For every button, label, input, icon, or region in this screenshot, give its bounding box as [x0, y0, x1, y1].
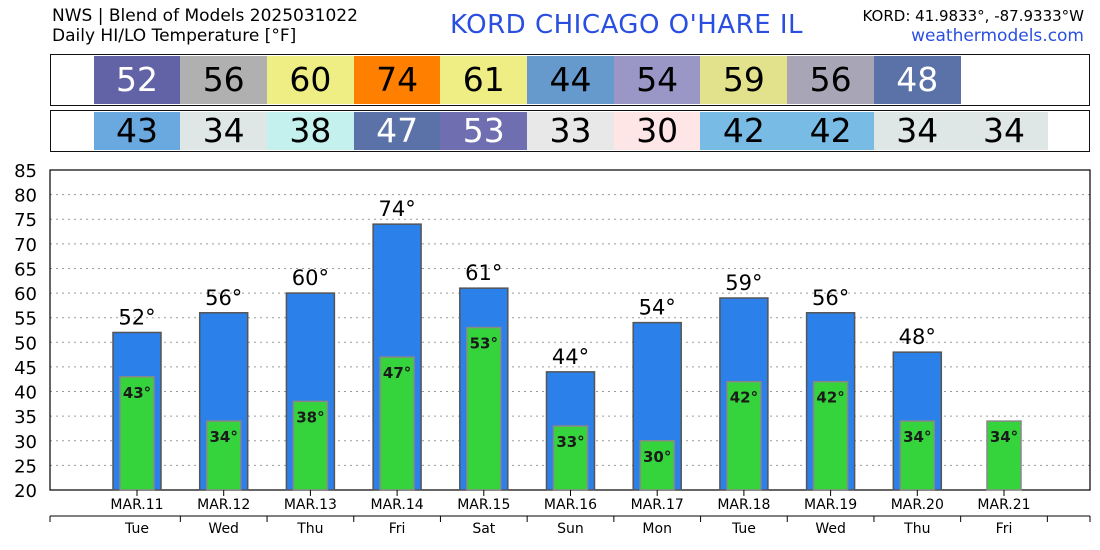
- x-weekday-label: Sun: [557, 521, 584, 537]
- hi-strip-cell-10: 48: [873, 56, 961, 104]
- chart-title-variable: Daily HI/LO Temperature [°F]: [52, 26, 297, 46]
- lo-bar: [292, 400, 329, 491]
- lo-data-label: 30°: [643, 448, 671, 466]
- lo-strip-cell-10: 34: [873, 112, 961, 150]
- site-link[interactable]: weathermodels.com: [911, 26, 1084, 46]
- hi-strip-cell-4: 74: [353, 56, 441, 104]
- lo-bar: [639, 440, 675, 491]
- lo-strip-cell-8: 42: [700, 112, 788, 150]
- lo-strip-cell-9: 42: [787, 112, 875, 150]
- x-tick-label: MAR.19: [804, 497, 857, 513]
- y-tick-label: 75: [14, 210, 37, 231]
- lo-bar: [726, 380, 762, 491]
- chart-title-source: NWS | Blend of Models 2025031022: [52, 6, 358, 26]
- x-tick-label: MAR.12: [197, 497, 250, 513]
- lo-data-label: 33°: [556, 433, 584, 451]
- lo-data-label: 42°: [730, 389, 758, 407]
- x-weekday-label: Wed: [815, 521, 846, 537]
- lo-strip-cell-1: 43: [93, 112, 181, 150]
- hi-data-label: 61°: [465, 261, 502, 285]
- lo-strip-cell-7: 30: [613, 112, 701, 150]
- x-weekday-label: Fri: [389, 521, 406, 537]
- hi-strip-cell-1: 52: [93, 56, 181, 104]
- lo-data-label: 34°: [990, 428, 1018, 446]
- hi-strip-cell-9: 56: [787, 56, 875, 104]
- x-tick-label: MAR.16: [544, 497, 597, 513]
- x-weekday-label: Wed: [208, 521, 239, 537]
- hi-temperature-strip: 52 56 60 74 61 44 54 59 56 48: [50, 54, 1090, 106]
- lo-data-label: 43°: [123, 384, 151, 402]
- x-tick-label: MAR.18: [717, 497, 770, 513]
- x-weekday-label: Thu: [296, 521, 323, 537]
- lo-data-label: 47°: [383, 364, 411, 382]
- lo-strip-cell-3: 38: [266, 112, 354, 150]
- station-coordinates: KORD: 41.9833°, -87.9333°W: [862, 7, 1084, 25]
- hi-data-label: 74°: [378, 197, 415, 221]
- y-tick-label: 40: [14, 383, 37, 404]
- y-tick-label: 30: [14, 432, 37, 453]
- x-weekday-label: Tue: [731, 521, 756, 537]
- x-tick-label: MAR.11: [110, 497, 163, 513]
- lo-strip-cell-11: 34: [960, 112, 1048, 150]
- lo-bar: [119, 376, 155, 491]
- y-tick-label: 85: [14, 161, 37, 182]
- y-tick-label: 55: [14, 309, 37, 330]
- lo-data-label: 42°: [816, 389, 844, 407]
- y-tick-label: 70: [14, 235, 37, 256]
- hi-data-label: 60°: [292, 266, 329, 290]
- lo-bar: [205, 420, 242, 491]
- y-tick-label: 60: [14, 284, 37, 305]
- y-tick-label: 80: [14, 186, 37, 207]
- lo-temperature-strip: 43 34 38 47 53 33 30 42 42 34 34: [50, 110, 1090, 152]
- lo-data-label: 34°: [210, 428, 238, 446]
- x-weekday-label: Mon: [642, 521, 672, 537]
- x-tick-label: MAR.13: [284, 497, 337, 513]
- x-tick-label: MAR.20: [891, 497, 944, 513]
- x-tick-label: MAR.21: [977, 497, 1030, 513]
- y-tick-label: 35: [14, 407, 37, 428]
- lo-strip-cell-2: 34: [180, 112, 268, 150]
- lo-bar: [466, 326, 502, 491]
- y-tick-label: 50: [14, 333, 37, 354]
- hi-strip-cell-7: 54: [613, 56, 701, 104]
- lo-bar: [986, 420, 1022, 491]
- hi-strip-cell-6: 44: [527, 56, 614, 104]
- y-tick-label: 25: [14, 456, 37, 477]
- y-tick-label: 20: [14, 481, 37, 502]
- lo-data-label: 34°: [903, 428, 931, 446]
- hi-data-label: 56°: [812, 286, 849, 310]
- hi-data-label: 52°: [118, 305, 155, 329]
- lo-strip-cell-4: 47: [353, 112, 441, 150]
- hi-strip-cell-5: 61: [440, 56, 528, 104]
- x-tick-label: MAR.17: [631, 497, 684, 513]
- hi-strip-cell-3: 60: [266, 56, 354, 104]
- hi-data-label: 56°: [205, 286, 242, 310]
- hi-data-label: 59°: [725, 271, 762, 295]
- lo-bar: [812, 380, 849, 491]
- station-name: KORD CHICAGO O'HARE IL: [450, 10, 804, 40]
- hi-data-label: 48°: [899, 325, 936, 349]
- lo-data-label: 53°: [470, 335, 498, 353]
- x-weekday-label: Thu: [903, 521, 930, 537]
- hi-data-label: 44°: [552, 345, 589, 369]
- hi-strip-cell-2: 56: [180, 56, 268, 104]
- x-weekday-label: Sat: [472, 521, 495, 537]
- lo-data-label: 38°: [296, 408, 324, 426]
- y-tick-label: 65: [14, 259, 37, 280]
- x-weekday-label: Tue: [124, 521, 149, 537]
- x-tick-label: MAR.15: [457, 497, 510, 513]
- y-tick-label: 45: [14, 358, 37, 379]
- lo-strip-cell-5: 53: [440, 112, 528, 150]
- x-tick-label: MAR.14: [371, 497, 424, 513]
- hi-strip-cell-8: 59: [700, 56, 788, 104]
- lo-strip-cell-6: 33: [527, 112, 614, 150]
- hi-data-label: 54°: [639, 296, 676, 320]
- lo-bar: [899, 420, 936, 491]
- x-weekday-label: Fri: [996, 521, 1013, 537]
